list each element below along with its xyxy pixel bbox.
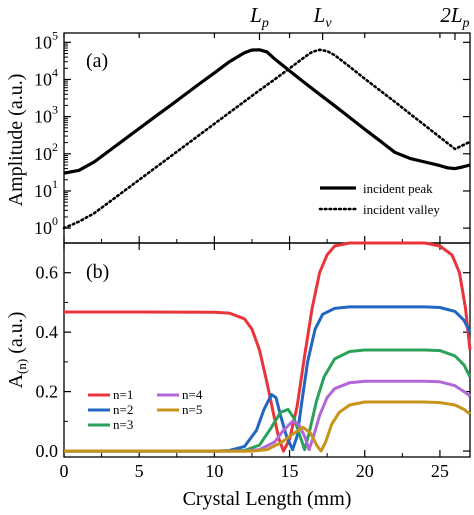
y-tick-base: 10: [34, 69, 52, 89]
panel-b-legend-label: n=2: [113, 402, 133, 417]
y-tick-exponent: 0: [52, 214, 58, 228]
top-axis-label-sub: p: [462, 16, 470, 31]
top-axis-label-sub: p: [261, 16, 269, 31]
panel-a-y-tick-label: 100: [34, 214, 58, 238]
y-tick-exponent: 1: [52, 177, 58, 191]
panel-a-y-tick-label: 105: [34, 28, 58, 52]
panel-b-series-line: [64, 305, 472, 453]
panel-a-y-tick-label: 101: [34, 177, 58, 201]
y-tick-base: 10: [34, 32, 52, 52]
panel-a-top-axis-label: Lv: [313, 3, 333, 31]
panel-b-series-line: [64, 400, 471, 453]
panel-b-series-line: [64, 348, 472, 453]
panel-b-legend-label: n=3: [113, 417, 133, 432]
y-tick-base: 10: [34, 107, 52, 127]
panel-a-series-line: [63, 48, 471, 175]
panel-a-legend-label: incident valley: [363, 202, 440, 217]
y-tick-exponent: 4: [52, 65, 58, 79]
panel-b-series-line: [64, 241, 472, 453]
panel-a-y-tick-label: 103: [34, 103, 58, 127]
panel-b-x-tick-label: 0: [60, 461, 69, 481]
panel-b-x-tick-label: 5: [135, 461, 144, 481]
panel-b-y-axis-label-sub: (n): [14, 359, 29, 374]
panel-a-top-axis-label: 2Lp: [440, 3, 469, 31]
x-axis-label: Crystal Length (mm): [183, 488, 352, 510]
panel-a-series-line: [62, 48, 472, 230]
panel-b-y-tick-label: 0.4: [36, 322, 59, 342]
top-axis-label-sub: v: [325, 16, 332, 31]
panel-b-y-tick-label: 0.2: [36, 382, 59, 402]
y-tick-base: 10: [34, 218, 52, 238]
top-axis-label-base: 2L: [440, 3, 462, 27]
panel-b-y-axis-label: A(n) (a.u.): [5, 312, 29, 389]
panel-b-y-axis-label-main: A: [5, 373, 27, 388]
panel-a-y-tick-label: 102: [34, 140, 58, 164]
panel-b-x-tick-label: 25: [431, 461, 449, 481]
panel-b-legend-label: n=1: [113, 387, 133, 402]
panel-b-y-tick-label: 0.6: [36, 263, 59, 283]
panel-a-top-axis-label: Lp: [249, 3, 269, 31]
y-tick-base: 10: [34, 144, 52, 164]
panel-b-x-tick-label: 20: [356, 461, 374, 481]
y-tick-exponent: 3: [52, 103, 58, 117]
y-tick-exponent: 5: [52, 28, 58, 42]
panel-b-label: (b): [86, 261, 109, 283]
panel-b-legend-label: n=5: [182, 402, 202, 417]
panel-a-y-tick-label: 104: [34, 65, 58, 89]
panel-a-y-axis-label: Amplitude (a.u.): [5, 74, 27, 207]
panel-b-series-line: [64, 379, 471, 453]
panel-a-label: (a): [86, 50, 108, 72]
panel-b-y-tick-label: 0.0: [36, 441, 59, 461]
panel-a-legend-label: incident peak: [363, 181, 433, 196]
panel-b-x-tick-label: 10: [205, 461, 223, 481]
panel-b-legend-label: n=4: [182, 387, 203, 402]
panel-b-x-tick-label: 15: [281, 461, 299, 481]
panel-b-y-axis-label-rest: (a.u.): [5, 312, 27, 359]
y-tick-base: 10: [34, 181, 52, 201]
y-tick-exponent: 2: [52, 140, 58, 154]
top-axis-label-base: L: [313, 3, 326, 27]
top-axis-label-base: L: [249, 3, 262, 27]
